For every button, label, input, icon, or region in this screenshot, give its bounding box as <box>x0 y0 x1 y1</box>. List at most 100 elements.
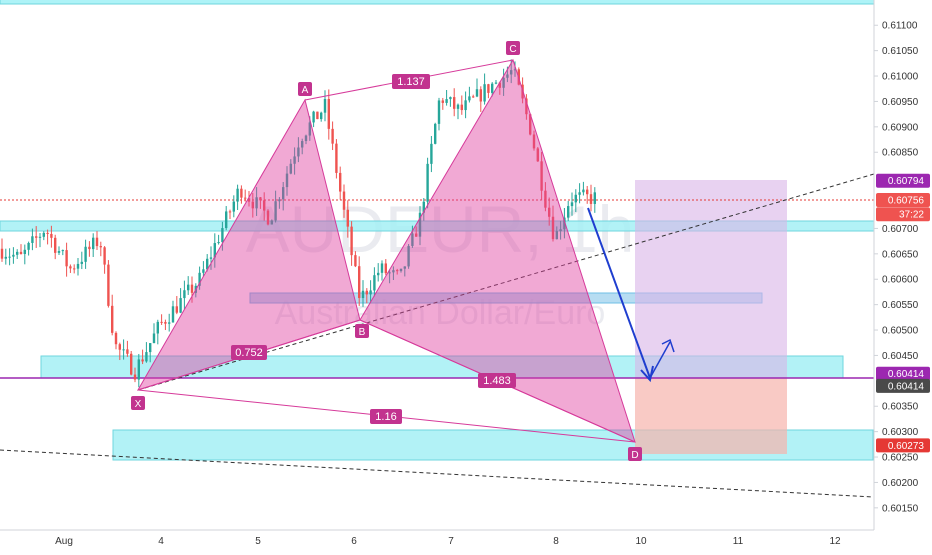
candle-body <box>88 246 91 250</box>
price-tick-label: 0.61050 <box>882 46 919 57</box>
candle-body <box>551 216 555 240</box>
candle-body <box>320 112 323 120</box>
candle-body <box>160 321 163 323</box>
candle-body <box>198 272 201 286</box>
time-tick-label: 10 <box>635 536 647 547</box>
time-tick-label: 6 <box>351 536 357 547</box>
projection-arrow[interactable] <box>587 207 651 379</box>
candle-body <box>308 122 311 136</box>
label-point-a[interactable]: A <box>298 82 312 96</box>
candle-body <box>57 251 61 253</box>
price-tag[interactable]: 0.60794 <box>876 173 930 188</box>
candle-body <box>453 97 456 109</box>
candle-body <box>171 306 175 323</box>
candle-body <box>532 134 536 149</box>
candle-body <box>456 104 460 109</box>
time-axis[interactable]: Aug 4 5 6 7 8 10 11 12 <box>55 536 841 547</box>
label-point-d[interactable]: D <box>628 447 642 461</box>
candle-body <box>99 246 102 248</box>
price-tick-label: 0.60350 <box>882 402 919 413</box>
candle-body <box>19 251 23 255</box>
candle-body <box>586 189 589 195</box>
target-zone[interactable] <box>635 180 787 378</box>
label-point-x[interactable]: X <box>131 396 145 410</box>
time-tick-label: Aug <box>55 536 73 547</box>
candle-body <box>8 256 11 258</box>
projection-arrow-head <box>640 365 654 383</box>
candle-body <box>103 247 106 265</box>
price-tick-label: 0.60300 <box>882 427 919 438</box>
candle-body <box>12 254 15 257</box>
candle-body <box>35 236 38 238</box>
candle-body <box>228 211 232 213</box>
candle-body <box>449 97 452 100</box>
candle-body <box>483 84 486 102</box>
price-tag[interactable]: 37:22 <box>876 207 930 222</box>
price-axis[interactable]: 0.61100 0.61050 0.61000 0.60950 0.60900 0.608… <box>874 21 919 515</box>
candle-body <box>114 332 118 345</box>
ratio-label-116[interactable]: 1.16 <box>370 409 402 424</box>
stop-zone[interactable] <box>635 378 787 454</box>
candle-body <box>118 344 121 350</box>
candle-body <box>555 231 558 240</box>
candle-body <box>84 246 87 262</box>
candle-body <box>567 206 570 218</box>
candle-body <box>445 99 448 103</box>
price-tick-label: 0.60700 <box>882 224 919 235</box>
candle-body <box>582 189 585 193</box>
price-tag[interactable]: 0.60414 <box>876 378 930 393</box>
price-tag-label: 0.60794 <box>888 176 925 187</box>
candle-body <box>373 275 376 291</box>
candle-body <box>559 229 562 232</box>
ratio-label-0752[interactable]: 0.752 <box>231 345 267 360</box>
price-tag[interactable]: 0.60273 <box>876 438 930 453</box>
candle-body <box>578 192 581 195</box>
label-point-b[interactable]: B <box>355 324 369 338</box>
candle-body <box>209 257 213 259</box>
ratio-label-1137[interactable]: 1.137 <box>392 74 430 89</box>
trendline-lower[interactable] <box>0 449 875 498</box>
candle-body <box>396 270 399 272</box>
candle-body <box>46 232 49 234</box>
candle-body <box>190 284 194 293</box>
svg-text:D: D <box>631 450 638 461</box>
label-point-c[interactable]: C <box>506 41 520 55</box>
candle-body <box>61 250 64 252</box>
candle-body <box>365 290 368 295</box>
candle-body <box>92 237 95 250</box>
candle-body <box>460 104 463 111</box>
candle-body <box>434 123 437 144</box>
candle-body <box>377 272 380 276</box>
candle-body <box>244 197 247 199</box>
candle-body <box>187 284 190 291</box>
bounce-arrow[interactable] <box>649 341 671 379</box>
time-tick-label: 11 <box>733 536 744 547</box>
ratio-label-1483[interactable]: 1.483 <box>478 373 516 388</box>
bounce-arrow-head <box>661 338 675 353</box>
candle-body <box>540 161 543 191</box>
candle-body <box>111 305 114 333</box>
price-tag[interactable]: 0.60414 <box>876 366 930 381</box>
candle-body <box>54 237 57 253</box>
candle-body <box>149 343 152 353</box>
candle-body <box>327 98 330 129</box>
top-zone[interactable] <box>0 0 875 5</box>
candle-body <box>563 217 566 230</box>
price-tag[interactable]: 0.60756 <box>876 192 930 207</box>
candle-body <box>0 248 4 259</box>
candle-body <box>247 198 251 202</box>
candle-body <box>168 322 171 324</box>
candle-body <box>95 237 99 247</box>
candle-body <box>475 89 479 97</box>
candle-body <box>437 100 441 124</box>
candle-body <box>430 143 433 164</box>
candle-body <box>441 100 444 103</box>
price-tick-label: 0.61100 <box>882 21 918 32</box>
candle-body <box>323 98 327 113</box>
candlestick-series <box>0 59 596 388</box>
candle-body <box>282 187 285 200</box>
candle-body <box>544 190 547 208</box>
